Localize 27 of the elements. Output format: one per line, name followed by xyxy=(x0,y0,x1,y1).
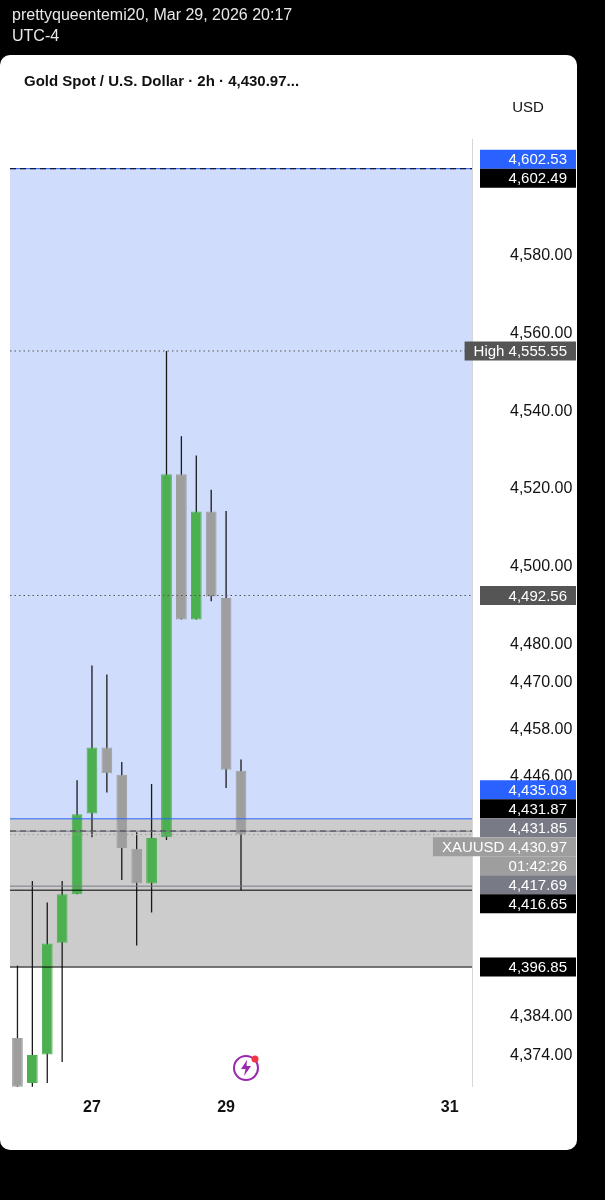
ref-line-label: 4,416.65 xyxy=(508,894,567,912)
x-tick-label: 29 xyxy=(217,1097,236,1115)
y-tick-label: 4,374.00 xyxy=(510,1046,573,1064)
ref-line-label: 4,431.87 xyxy=(508,799,567,817)
chart-subtitle: prettyqueentemi20, Mar 29, 2026 20:17 UTC-4 xyxy=(12,5,294,46)
chart-title: Gold Spot / U.S. Dollar · 2h · 4,430.97... xyxy=(24,72,300,89)
ref-line-label: 4,431.85 xyxy=(508,818,567,836)
x-tick-label: 31 xyxy=(440,1097,459,1115)
y-axis-title: USD xyxy=(512,98,544,116)
ref-line-label: 4,492.56 xyxy=(508,586,567,604)
y-tick-label: 4,500.00 xyxy=(510,557,573,575)
ref-line-label: 4,417.69 xyxy=(508,875,567,893)
y-tick-label: 4,458.00 xyxy=(510,720,573,738)
y-tick-label: 4,480.00 xyxy=(510,634,573,652)
text: 01:42:26 xyxy=(508,856,567,874)
ref-line-label: High 4,555.55 xyxy=(473,342,567,360)
y-tick-label: 4,560.00 xyxy=(510,324,573,342)
y-tick-label: 4,384.00 xyxy=(510,1007,573,1025)
y-tick-label: 4,520.00 xyxy=(510,479,573,497)
ref-line-label: XAUUSD 4,430.97 xyxy=(441,837,567,855)
ref-line-label: 4,396.85 xyxy=(508,958,567,976)
ref-line-label: 4,602.49 xyxy=(508,169,567,187)
y-tick-label: 4,540.00 xyxy=(510,401,573,419)
y-tick-label: 4,470.00 xyxy=(510,673,573,691)
ref-line-label: 4,602.53 xyxy=(508,150,567,168)
x-tick-label: 27 xyxy=(83,1097,101,1115)
y-tick-label: 4,580.00 xyxy=(510,246,573,264)
